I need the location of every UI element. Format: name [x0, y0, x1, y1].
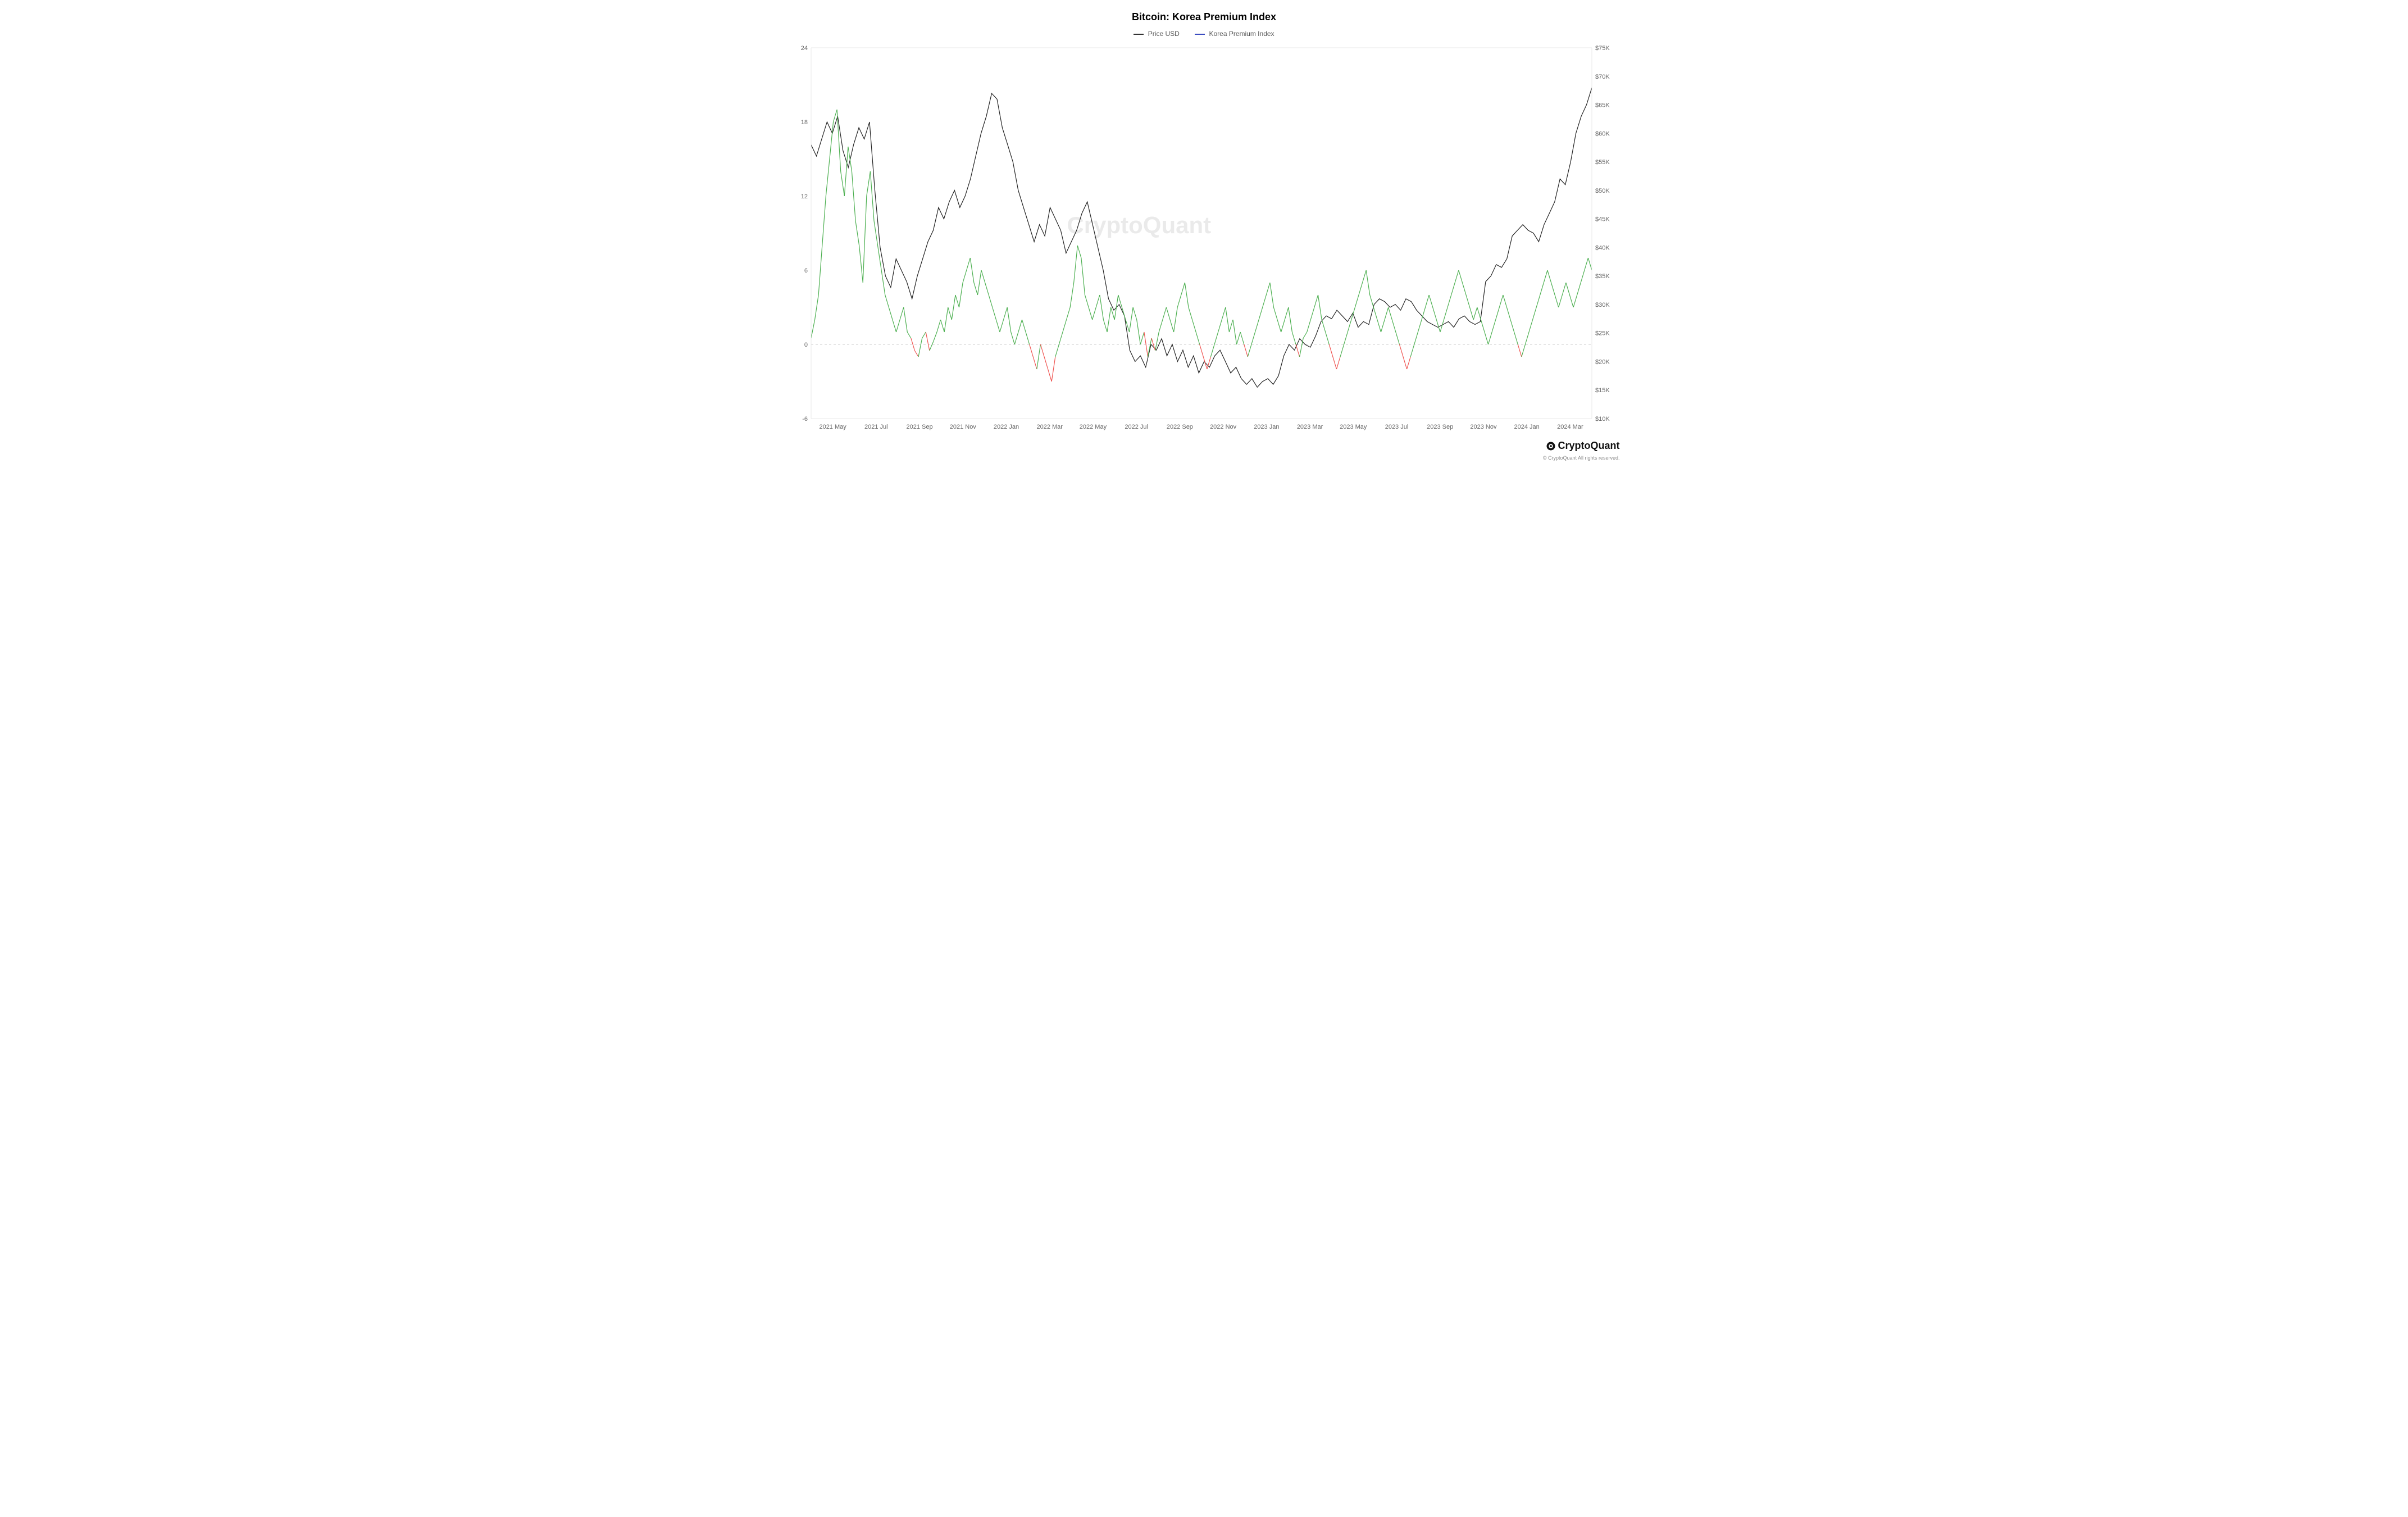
- svg-text:0: 0: [804, 342, 807, 348]
- svg-text:2023 Jul: 2023 Jul: [1385, 424, 1408, 430]
- svg-text:2022 Nov: 2022 Nov: [1210, 424, 1237, 430]
- svg-text:2021 Nov: 2021 Nov: [949, 424, 976, 430]
- svg-text:$30K: $30K: [1595, 302, 1610, 308]
- svg-text:2022 Jul: 2022 Jul: [1125, 424, 1148, 430]
- brand-name: CryptoQuant: [1558, 440, 1620, 452]
- svg-text:2023 Mar: 2023 Mar: [1296, 424, 1323, 430]
- svg-text:18: 18: [800, 119, 807, 126]
- svg-text:$10K: $10K: [1595, 416, 1610, 423]
- svg-text:2024 Mar: 2024 Mar: [1557, 424, 1583, 430]
- svg-text:CryptoQuant: CryptoQuant: [1067, 212, 1211, 238]
- svg-text:2022 Sep: 2022 Sep: [1166, 424, 1192, 430]
- brand-icon: [1546, 441, 1556, 451]
- svg-text:$20K: $20K: [1595, 358, 1610, 365]
- svg-text:2021 Jul: 2021 Jul: [864, 424, 888, 430]
- legend: Price USD Korea Premium Index: [789, 30, 1620, 38]
- footer-logo: CryptoQuant: [1546, 440, 1620, 452]
- chart-container: Bitcoin: Korea Premium Index Price USD K…: [789, 11, 1620, 461]
- legend-item-premium: Korea Premium Index: [1195, 30, 1274, 38]
- svg-text:$25K: $25K: [1595, 330, 1610, 337]
- svg-text:2024 Jan: 2024 Jan: [1514, 424, 1539, 430]
- svg-text:2023 Nov: 2023 Nov: [1470, 424, 1497, 430]
- svg-text:$75K: $75K: [1595, 45, 1610, 52]
- chart-svg: -6 0 6 12 18 24 $10K $15K $20K $25K $30K $35K $40K $4…: [789, 42, 1620, 435]
- svg-text:$45K: $45K: [1595, 216, 1610, 223]
- chart-title: Bitcoin: Korea Premium Index: [789, 11, 1620, 23]
- svg-text:$35K: $35K: [1595, 273, 1610, 280]
- svg-text:$70K: $70K: [1595, 74, 1610, 80]
- svg-text:-6: -6: [802, 416, 808, 423]
- svg-text:2023 May: 2023 May: [1340, 424, 1367, 430]
- svg-text:2023 Sep: 2023 Sep: [1427, 424, 1453, 430]
- svg-text:6: 6: [804, 267, 807, 274]
- legend-label-price: Price USD: [1148, 30, 1180, 38]
- svg-text:$65K: $65K: [1595, 102, 1610, 109]
- svg-text:2023 Jan: 2023 Jan: [1254, 424, 1279, 430]
- svg-text:2022 Jan: 2022 Jan: [993, 424, 1018, 430]
- svg-text:12: 12: [800, 193, 807, 200]
- svg-text:$55K: $55K: [1595, 159, 1610, 166]
- copyright-text: © CryptoQuant All rights reserved.: [789, 455, 1620, 461]
- svg-text:2022 May: 2022 May: [1079, 424, 1107, 430]
- legend-label-premium: Korea Premium Index: [1209, 30, 1274, 38]
- chart-plot-area: -6 0 6 12 18 24 $10K $15K $20K $25K $30K $35K $40K $4…: [789, 42, 1620, 435]
- legend-swatch-price: [1134, 34, 1144, 35]
- svg-text:2021 Sep: 2021 Sep: [906, 424, 932, 430]
- svg-text:$50K: $50K: [1595, 188, 1610, 194]
- legend-item-price: Price USD: [1134, 30, 1179, 38]
- footer: CryptoQuant © CryptoQuant All rights res…: [789, 440, 1620, 461]
- svg-text:2021 May: 2021 May: [819, 424, 846, 430]
- svg-text:$60K: $60K: [1595, 130, 1610, 137]
- svg-text:$40K: $40K: [1595, 244, 1610, 251]
- svg-text:24: 24: [800, 45, 807, 52]
- svg-text:$15K: $15K: [1595, 387, 1610, 394]
- legend-swatch-premium: [1195, 34, 1205, 35]
- svg-text:2022 Mar: 2022 Mar: [1036, 424, 1063, 430]
